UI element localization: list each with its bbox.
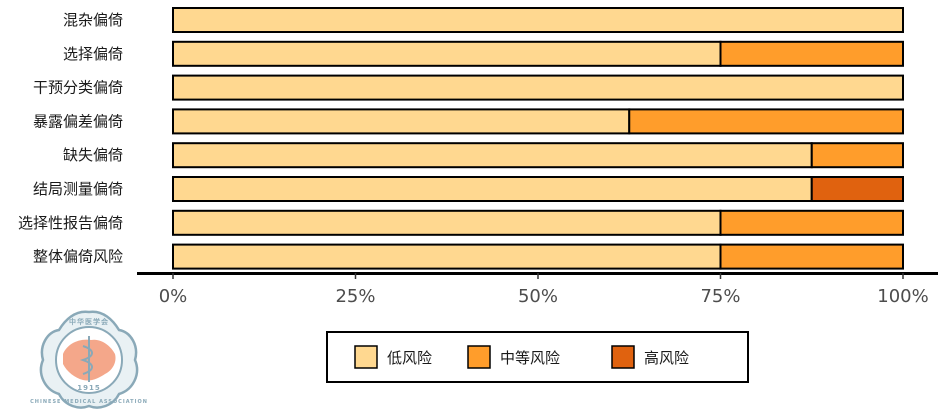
bar-segment [719, 243, 904, 270]
logo-en-text: CHINESE MEDICAL ASSOCIATION [30, 399, 148, 405]
bar-segment [172, 243, 722, 270]
bar-group [172, 7, 904, 270]
category-label: 选择性报告偏倚 [18, 214, 123, 232]
bar-segment [172, 209, 722, 236]
category-label: 干预分类偏倚 [33, 79, 123, 97]
category-label: 暴露偏差偏倚 [33, 112, 123, 130]
x-tick-label: 75% [700, 286, 740, 307]
logo-cn-text: 中华医学会 [69, 317, 109, 326]
category-label: 缺失偏倚 [63, 146, 123, 164]
category-labels: 混杂偏倚选择偏倚干预分类偏倚暴露偏差偏倚缺失偏倚结局测量偏倚选择性报告偏倚整体偏… [18, 11, 123, 266]
legend-label: 高风险 [644, 349, 689, 367]
x-tick-label: 0% [159, 286, 188, 307]
x-tick-label: 100% [877, 286, 928, 307]
x-tick-label: 50% [518, 286, 558, 307]
legend-label: 中等风险 [500, 349, 560, 367]
logo-year: 1915 [77, 384, 100, 392]
category-label: 结局测量偏倚 [33, 180, 123, 198]
bar-segment [719, 40, 904, 67]
legend-swatch [611, 345, 635, 369]
bar-segment [172, 108, 631, 135]
bar-segment [172, 74, 904, 101]
bar-segment [172, 176, 813, 202]
x-axis-ticks: 0% 25% 50% 75% 100% [159, 273, 929, 307]
category-label: 整体偏倚风险 [33, 248, 123, 266]
bar-segment [810, 176, 904, 202]
category-label: 选择偏倚 [63, 45, 123, 63]
bar-segment [628, 108, 904, 135]
chinese-medical-association-logo: 中华医学会 1915 CHINESE MEDICAL ASSOCIATION [30, 310, 148, 409]
bar-segment [172, 40, 722, 67]
bar-segment [172, 142, 813, 169]
legend-swatch [354, 345, 378, 369]
x-tick-label: 25% [335, 286, 375, 307]
bar-segment [810, 142, 904, 169]
bar-segment [172, 7, 904, 33]
legend-label: 低风险 [387, 349, 432, 367]
logo-staff-icon [79, 336, 93, 382]
category-label: 混杂偏倚 [63, 11, 123, 29]
legend: 低风险 中等风险 高风险 [326, 331, 749, 383]
legend-box [326, 331, 749, 383]
bar-segment [719, 209, 904, 236]
legend-swatch [467, 345, 491, 369]
